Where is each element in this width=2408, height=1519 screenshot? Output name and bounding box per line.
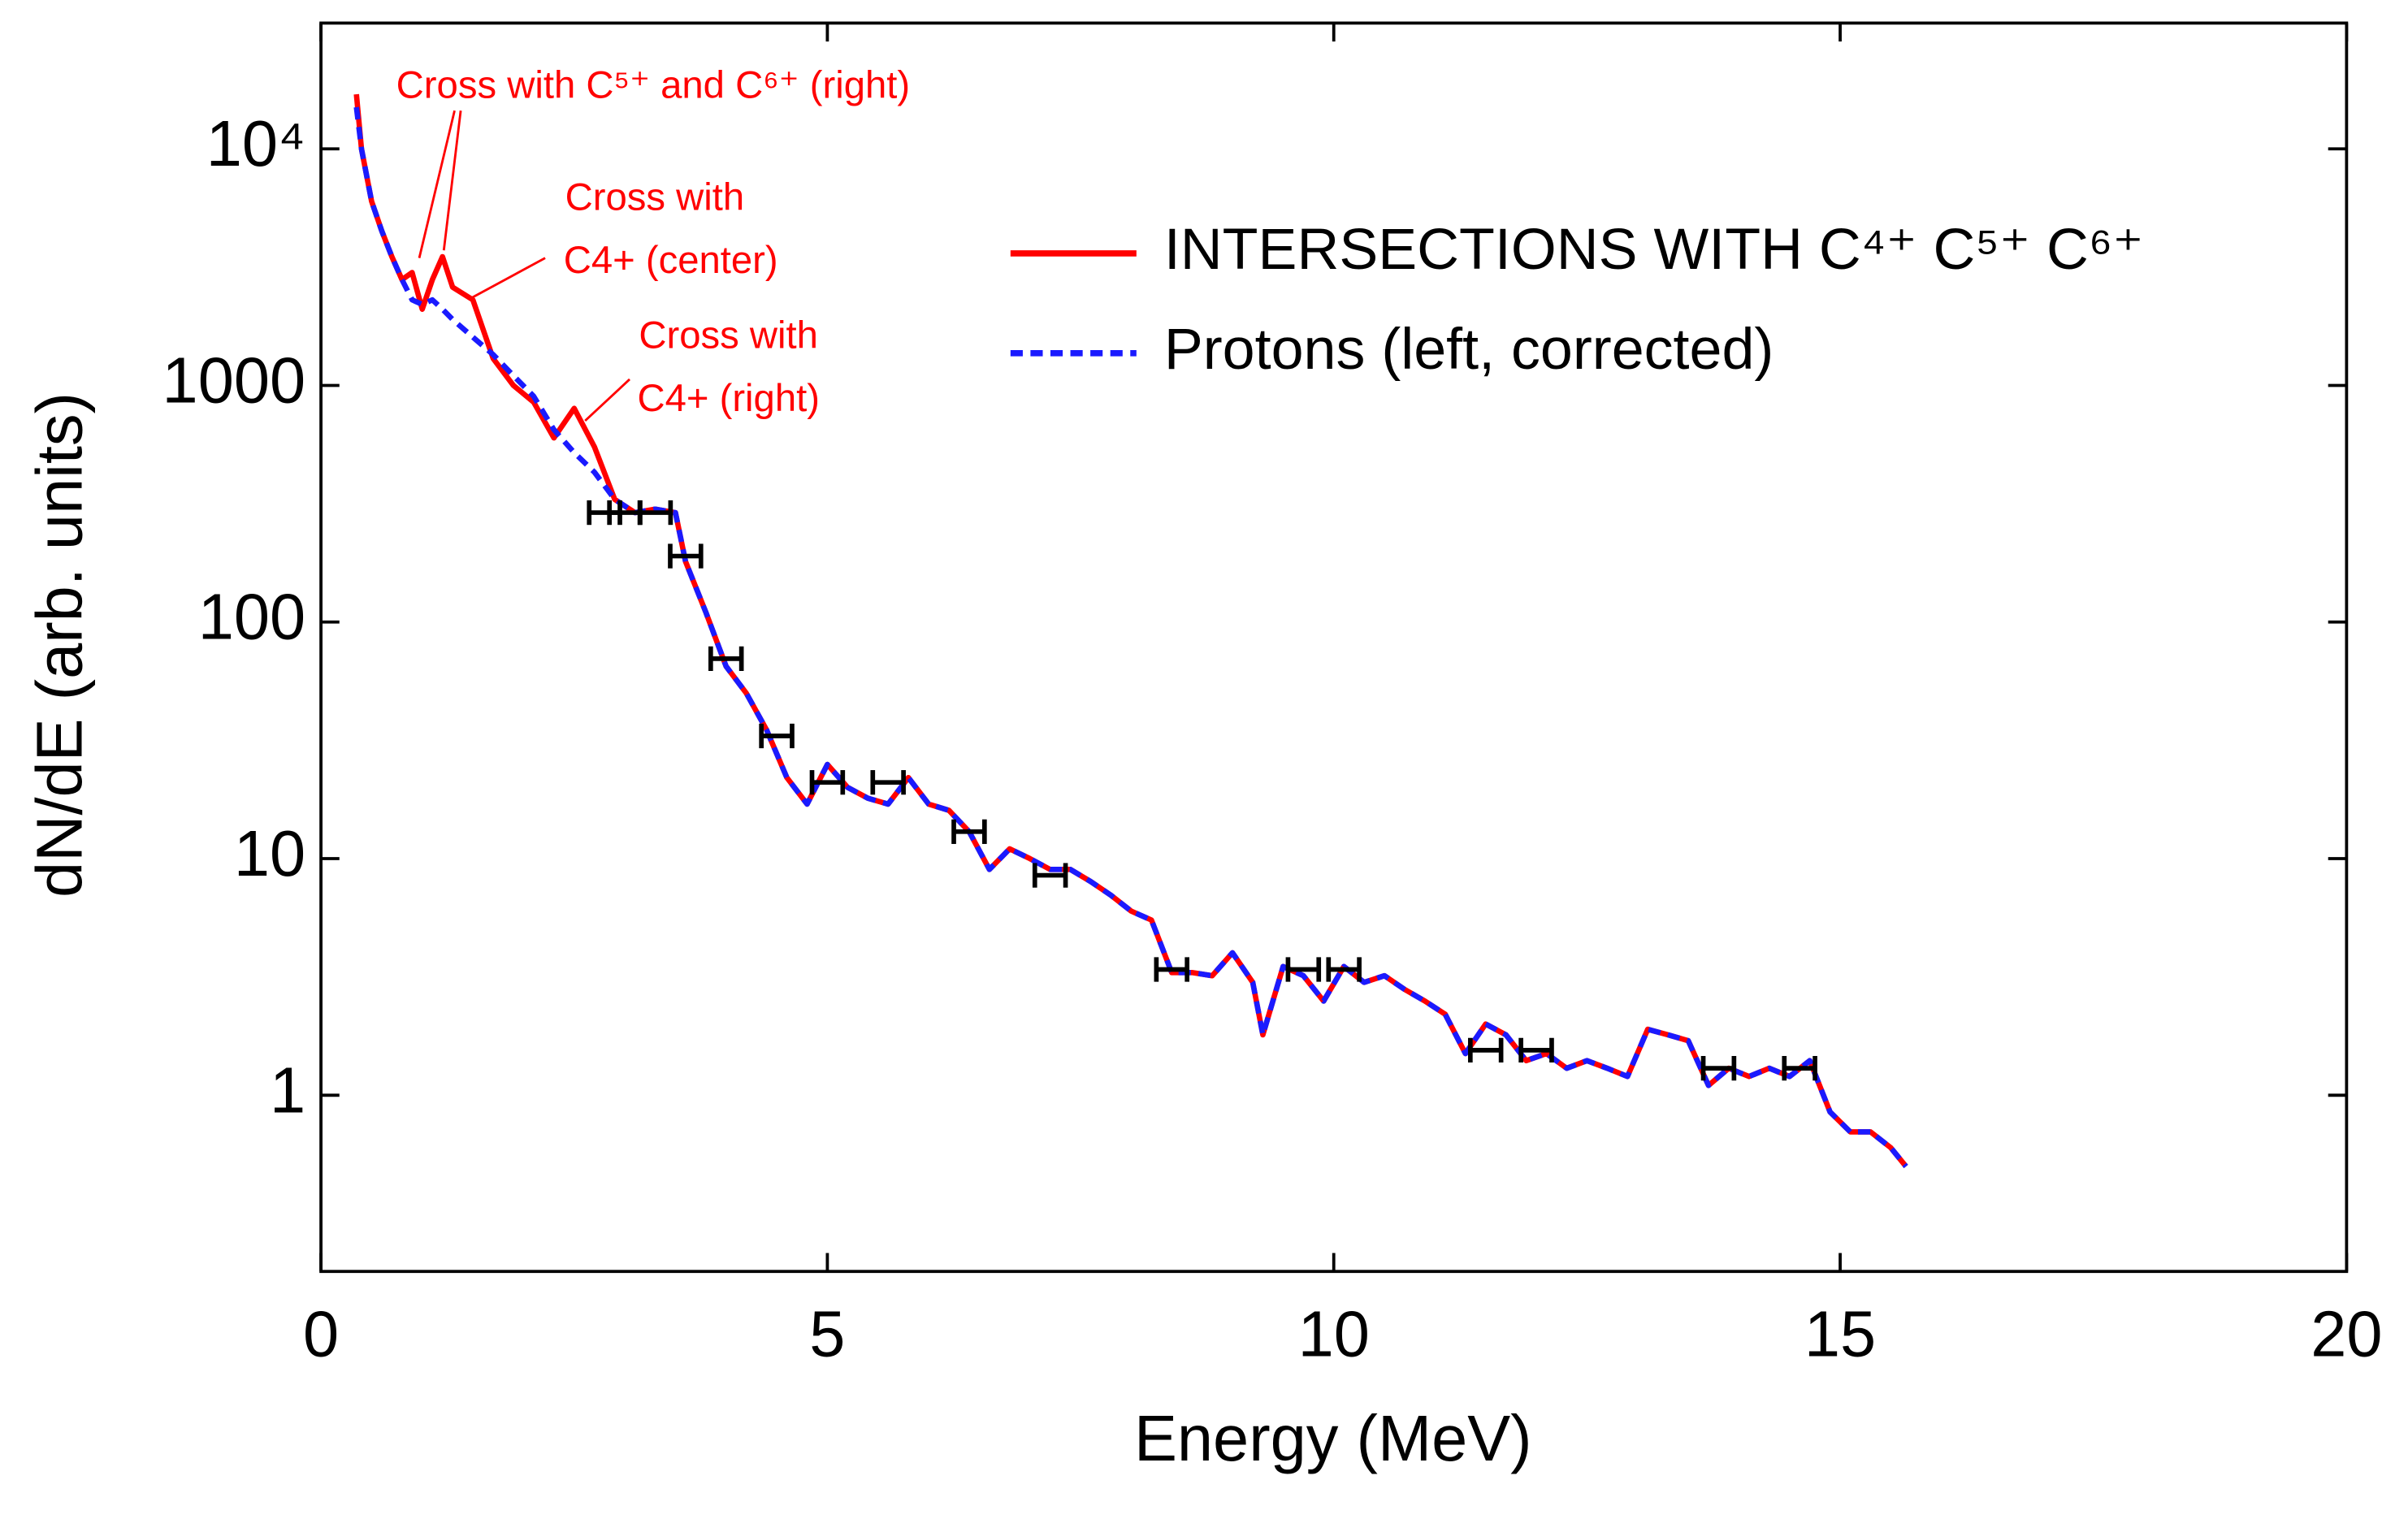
y-tick-label: 100 [198,581,305,653]
annotation: C4+ (center) [564,239,778,282]
arrow [418,110,456,258]
y-tick-label: 1000 [162,344,306,416]
y-tick-label: 1 [270,1054,305,1126]
y-tick-label: 10⁴ [206,107,305,180]
arrow [470,257,546,300]
annotation-arrows [418,110,630,422]
data-line [353,106,1908,1169]
x-axis-label: Energy (MeV) [1134,1402,1532,1474]
x-tick-label: 10 [1298,1297,1370,1370]
data-line [353,93,1908,1169]
x-tick-label: 15 [1804,1297,1876,1370]
x-tick-label: 0 [303,1297,339,1370]
annotation: Cross with C⁵⁺ and C⁶⁺ (right) [396,63,910,106]
annotation: C4+ (right) [637,377,820,420]
arrow [442,110,462,251]
x-tick-label: 5 [809,1297,845,1370]
legend-label: INTERSECTIONS WITH C⁴⁺ C⁵⁺ C⁶⁺ [1164,217,2144,282]
y-axis-label: dN/dE (arb. units) [23,392,95,898]
x-tick-label: 20 [2311,1297,2382,1370]
legend-label: Protons (left, corrected) [1164,317,1774,382]
y-tick-label: 10 [234,817,305,889]
annotation: Cross with [565,175,745,219]
annotation: Cross with [639,314,818,357]
arrow [584,378,630,422]
